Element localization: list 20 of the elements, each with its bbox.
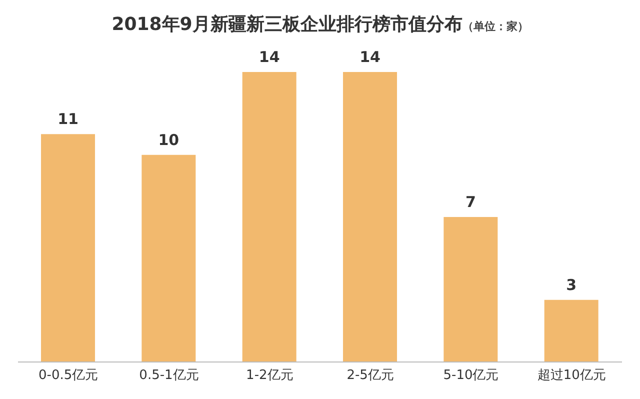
- bar: [142, 154, 196, 362]
- data-label: 10: [158, 130, 180, 149]
- x-tick-label: 超过10亿元: [537, 368, 606, 384]
- bar: [242, 72, 296, 362]
- data-label: 11: [58, 110, 78, 128]
- data-label: 3: [566, 276, 577, 294]
- bar: [41, 134, 95, 362]
- bar: [343, 72, 397, 362]
- x-tick-label: 1-2亿元: [246, 368, 294, 384]
- x-tick-label: 0-0.5亿元: [38, 368, 98, 384]
- data-label: 14: [258, 48, 280, 66]
- bar: [544, 300, 598, 362]
- x-tick-label: 0.5-1亿元: [139, 368, 199, 384]
- data-label: 7: [465, 193, 476, 211]
- x-tick-label: 2-5亿元: [346, 368, 394, 384]
- bar: [444, 217, 498, 362]
- data-label: 14: [360, 48, 380, 66]
- x-tick-label: 5-10亿元: [443, 368, 499, 384]
- chart-title: 2018年9月新疆新三板企业排行榜市值分布: [112, 14, 462, 35]
- chart-subtitle: （单位：家）: [462, 20, 528, 33]
